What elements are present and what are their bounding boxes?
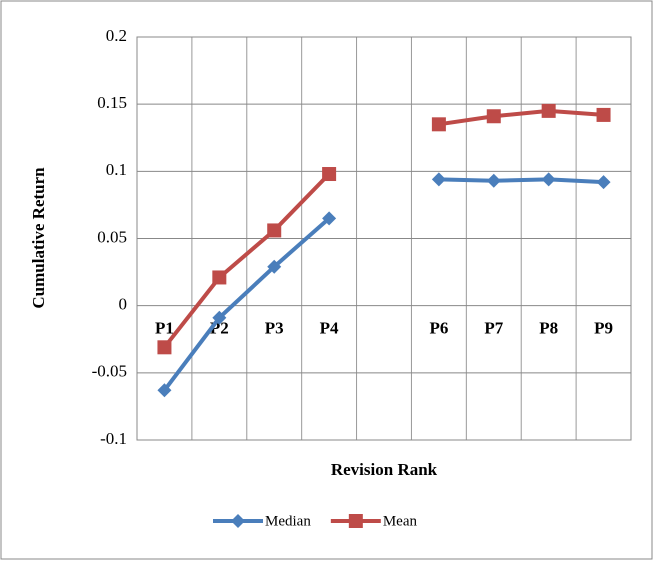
y-tick-label: 0.1	[106, 160, 127, 179]
marker	[157, 383, 172, 398]
x-tick-label: P3	[265, 319, 284, 338]
marker	[212, 310, 227, 325]
x-tick-label: P4	[320, 319, 339, 338]
plot-border	[136, 36, 632, 441]
y-tick-label: 0	[119, 295, 128, 314]
legend-item: Mean	[330, 513, 418, 529]
y-tick-label: 0.05	[97, 227, 127, 246]
marker	[322, 211, 337, 226]
series-line	[162, 177, 604, 392]
x-tick-label: P9	[594, 319, 613, 338]
y-tick-label: -0.1	[100, 429, 127, 448]
legend-label: Mean	[383, 513, 418, 529]
series-line	[162, 108, 604, 349]
marker	[541, 103, 556, 118]
legend: Median Mean	[213, 513, 417, 529]
x-axis-title: Revision Rank	[331, 460, 438, 479]
marker	[486, 173, 501, 188]
x-tick-label: P8	[539, 319, 558, 338]
marker	[431, 117, 446, 132]
marker	[541, 172, 556, 187]
marker	[157, 340, 172, 355]
x-tick-label: P1	[155, 319, 174, 338]
marker	[322, 167, 337, 182]
x-tick-label: P7	[484, 319, 503, 338]
marker	[596, 107, 611, 122]
y-axis-title: Cumulative Return	[29, 167, 48, 309]
y-tick-label: -0.05	[92, 362, 127, 381]
marker	[486, 109, 501, 124]
marker	[231, 514, 245, 528]
x-tick-label: P6	[429, 319, 448, 338]
marker	[267, 259, 282, 274]
marker	[596, 175, 611, 190]
marker	[431, 172, 446, 187]
legend-label: Median	[265, 513, 311, 529]
y-tick-label: 0.15	[97, 93, 127, 112]
marker	[348, 514, 363, 528]
legend-item: Median	[213, 513, 311, 529]
y-tick-label: 0.2	[106, 26, 127, 45]
marker	[212, 270, 227, 285]
marker	[267, 223, 282, 238]
